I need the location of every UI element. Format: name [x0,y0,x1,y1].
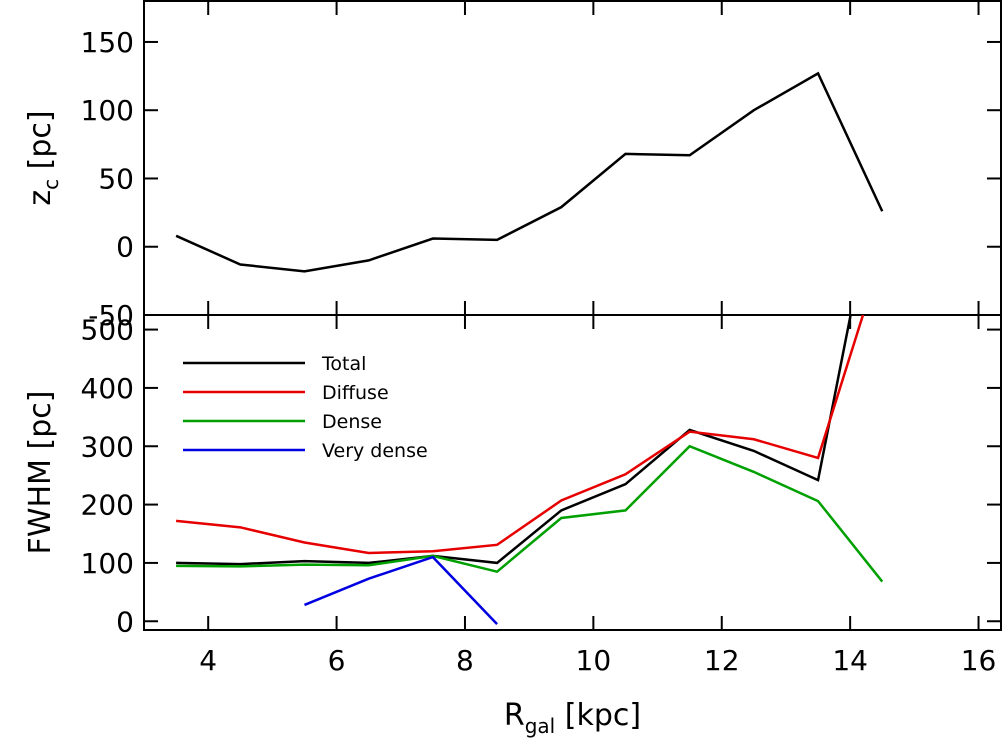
x-tick-label: 16 [961,644,997,677]
y-tick-label: -50 [88,299,134,332]
legend-label: Dense [322,411,382,433]
y-tick-label: 400 [81,372,134,405]
label-gap [555,698,565,733]
plot-frame [143,314,1002,631]
series-line [175,71,884,273]
label-sub: c [39,179,63,190]
x-tick-label: 12 [704,644,740,677]
x-tick-label: 6 [328,644,346,677]
plot-area [175,71,884,273]
series-line [176,315,852,566]
y-tick-label: 200 [81,489,134,522]
label-unit: [kpc] [565,698,641,733]
y-tick-label: 0 [116,605,134,638]
y-tick-label: 500 [81,314,134,347]
label-sub: gal [525,714,556,738]
legend-label: Total [321,353,366,375]
y-tick-label: 100 [81,547,134,580]
y-tick-label: 150 [81,26,134,59]
series-line [176,444,884,583]
legend-label: Diffuse [322,382,389,404]
y-tick-label: 300 [81,430,134,463]
axis-label: Rgal [kpc] [504,698,641,738]
y-tick-label: 0 [116,231,134,264]
series-line [304,555,498,626]
axis-label: FWHM [pc] [23,391,58,555]
x-tick-label: 8 [456,644,474,677]
legend-label: Very dense [322,440,428,462]
axis-label: zc [pc] [23,110,63,205]
x-tick-label: 14 [832,644,868,677]
label-main: z [23,190,58,206]
label-main: R [504,698,525,733]
x-tick-label: 10 [576,644,612,677]
x-tick-label: 4 [199,644,217,677]
label-unit: [pc] [23,391,58,450]
label-gap [23,169,58,179]
y-tick-label: 100 [81,94,134,127]
label-gap [23,450,58,460]
label-main: FWHM [23,459,58,554]
plot-area [175,315,884,626]
series-line [175,315,865,555]
label-unit: [pc] [23,110,58,169]
y-tick-label: 50 [98,162,134,195]
